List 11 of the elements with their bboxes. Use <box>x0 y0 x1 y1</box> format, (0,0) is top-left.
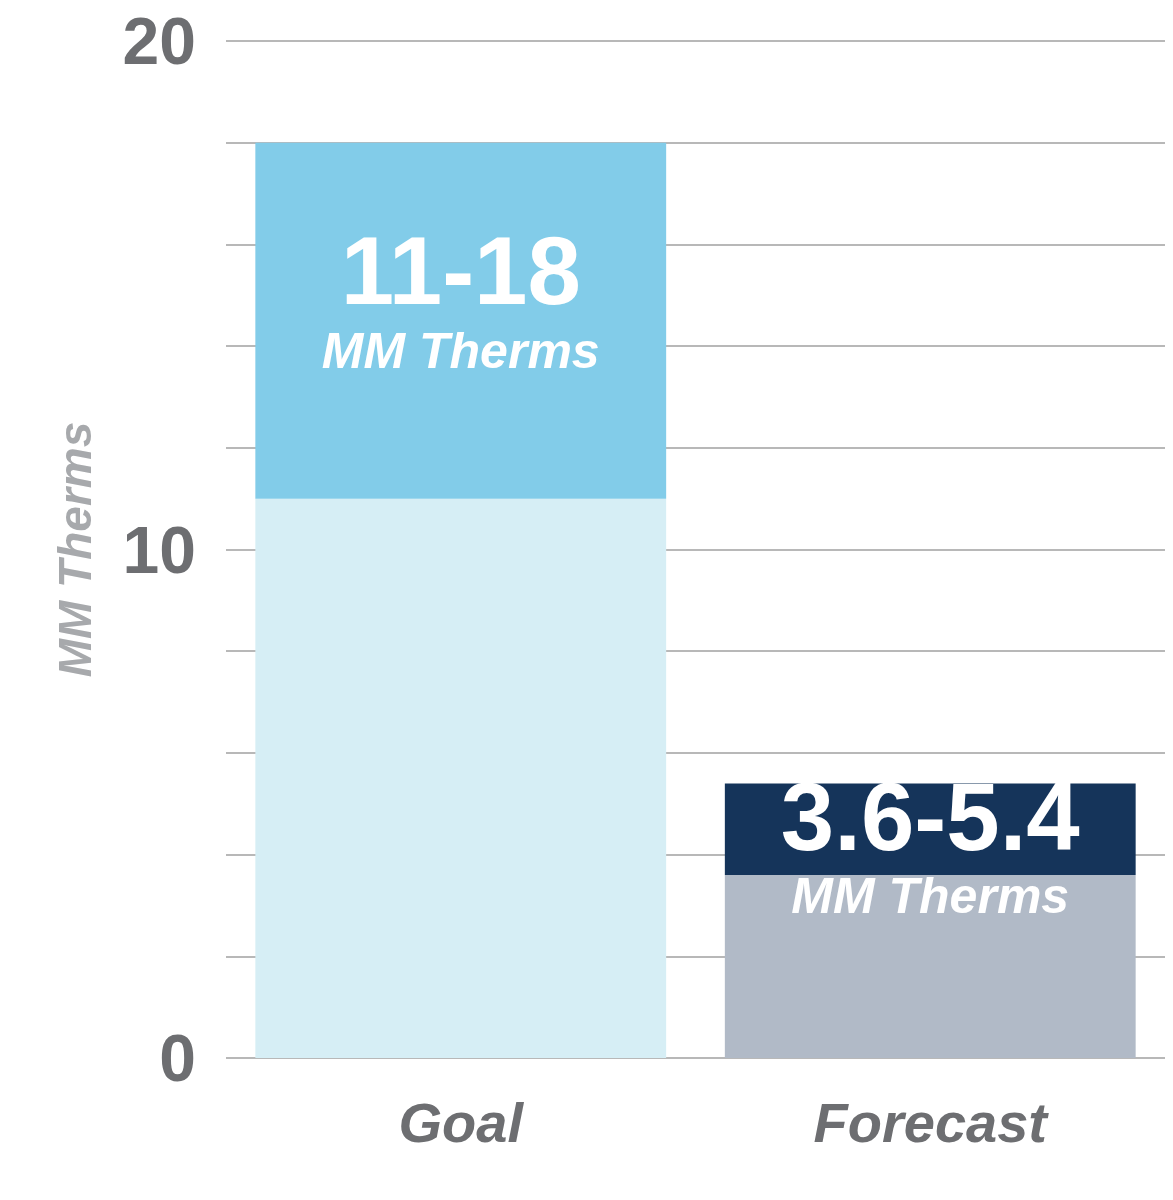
y-tick-label: 0 <box>159 1021 196 1095</box>
x-tick-label: Goal <box>398 1090 525 1154</box>
y-axis-title: MM Therms <box>49 421 101 678</box>
data-label: 11-18 MM Therms <box>321 217 600 379</box>
bar <box>255 142 667 499</box>
x-tick-label: Forecast <box>813 1090 1050 1154</box>
bar <box>255 498 667 1058</box>
y-tick-label: 20 <box>122 4 196 78</box>
bar <box>724 874 1136 1058</box>
y-tick-label: 10 <box>122 512 196 587</box>
data-label: 3.6-5.4 MM Therms <box>780 762 1080 925</box>
